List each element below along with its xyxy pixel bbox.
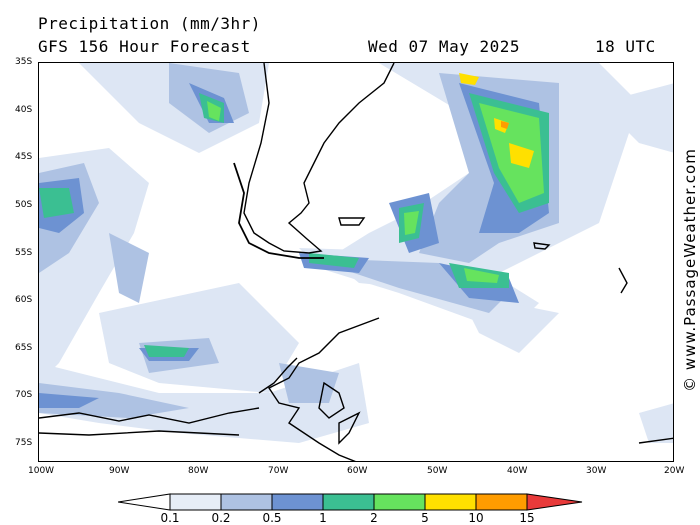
colorbar-label-6: 10 xyxy=(468,511,484,525)
colorbar-segment-2 xyxy=(271,493,324,511)
lat-label-60s: 60S xyxy=(15,295,33,305)
lon-label-20w: 20W xyxy=(664,466,685,476)
lat-label-45s: 45S xyxy=(15,152,33,162)
lon-label-100w: 100W xyxy=(28,466,55,476)
forecast-date: Wed 07 May 2025 xyxy=(368,37,520,56)
coastline-outlines xyxy=(39,63,673,461)
lat-label-35s: 35S xyxy=(15,57,33,67)
lat-label-40s: 40S xyxy=(15,105,33,115)
colorbar-label-0: 0.1 xyxy=(160,511,180,525)
lon-label-90w: 90W xyxy=(109,466,130,476)
colorbar-segment-5 xyxy=(424,493,477,511)
colorbar-segment-1 xyxy=(220,493,273,511)
colorbar-segment-0 xyxy=(169,493,222,511)
colorbar-segment-3 xyxy=(322,493,375,511)
lat-label-50s: 50S xyxy=(15,200,33,210)
colorbar-label-1: 0.2 xyxy=(211,511,231,525)
lon-label-40w: 40W xyxy=(507,466,528,476)
lat-label-70s: 70S xyxy=(15,390,33,400)
lon-label-50w: 50W xyxy=(427,466,448,476)
precipitation-field xyxy=(39,63,673,443)
credit-text: © www.PassageWeather.com xyxy=(681,148,699,392)
lon-label-60w: 60W xyxy=(347,466,368,476)
colorbar-label-5: 5 xyxy=(421,511,429,525)
lat-label-75s: 75S xyxy=(15,438,33,448)
colorbar-segment-6 xyxy=(475,493,528,511)
colorbar-segment-max xyxy=(526,493,583,511)
colorbar-label-7: 15 xyxy=(519,511,535,525)
colorbar-segment-4 xyxy=(373,493,426,511)
map-title: Precipitation (mm/3hr) xyxy=(38,14,261,33)
colorbar-label-4: 2 xyxy=(370,511,378,525)
forecast-time: 18 UTC xyxy=(595,37,656,56)
lon-label-30w: 30W xyxy=(586,466,607,476)
forecast-subtitle: GFS 156 Hour Forecast xyxy=(38,37,251,56)
precipitation-colorbar xyxy=(118,493,583,511)
lat-label-55s: 55S xyxy=(15,248,33,258)
lat-label-65s: 65S xyxy=(15,343,33,353)
lon-label-80w: 80W xyxy=(188,466,209,476)
precipitation-map xyxy=(38,62,674,462)
colorbar-label-3: 1 xyxy=(319,511,327,525)
colorbar-label-2: 0.5 xyxy=(262,511,282,525)
map-canvas xyxy=(39,63,673,461)
colorbar-segment-min xyxy=(118,493,171,511)
lon-label-70w: 70W xyxy=(268,466,289,476)
